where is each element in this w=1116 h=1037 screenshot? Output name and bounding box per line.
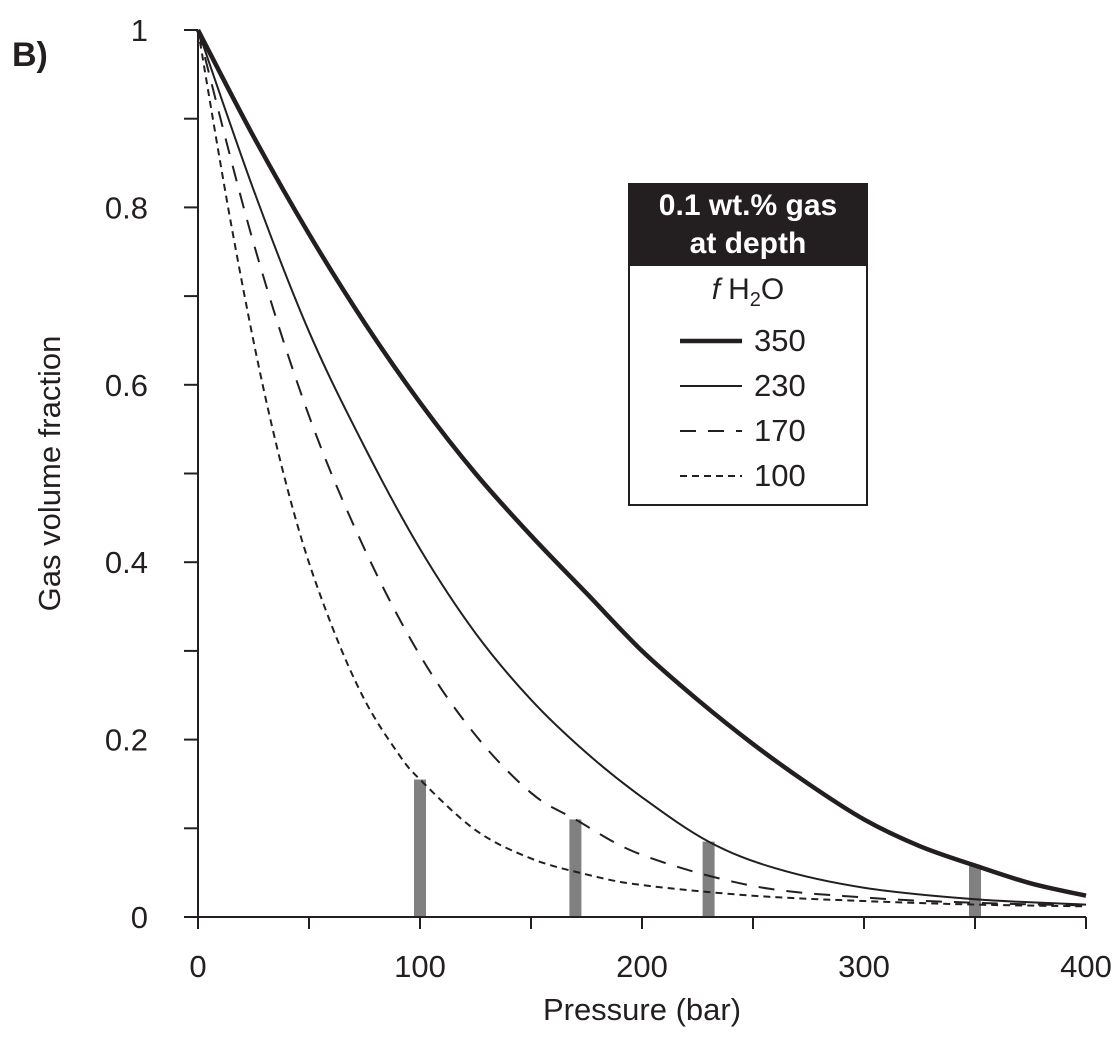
legend-body: f H2O 350 230 170 100 — [628, 266, 868, 506]
y-axis-label: Gas volume fraction — [32, 336, 67, 612]
legend: 0.1 wt.% gas at depth f H2O 350 230 170 1… — [628, 183, 868, 506]
marker-bar-170 — [569, 819, 582, 917]
legend-variable: f H2O — [630, 272, 866, 318]
marker-bar-100 — [414, 779, 426, 917]
x-tick-label-100: 100 — [394, 949, 446, 984]
legend-label-170: 170 — [754, 412, 806, 448]
legend-swatch-170 — [680, 429, 742, 432]
series-line-230 — [197, 29, 1087, 906]
x-tick-label-200: 200 — [616, 949, 668, 984]
panel-label: B) — [12, 36, 48, 74]
y-tick-label-0: 0 — [131, 900, 148, 935]
x-tick-label-0: 0 — [189, 949, 206, 984]
y-tick-label-0.4: 0.4 — [105, 545, 148, 580]
legend-variable-symbol: f — [711, 273, 721, 306]
legend-header: 0.1 wt.% gas at depth — [628, 183, 868, 266]
x-tick-label-300: 300 — [838, 949, 890, 984]
legend-label-100: 100 — [754, 457, 806, 493]
x-tick-label-400: 400 — [1060, 949, 1112, 984]
legend-variable-tail: O — [760, 273, 785, 306]
series-line-350 — [196, 28, 1087, 898]
legend-variable-sub: 2 — [749, 289, 761, 311]
legend-entry-230: 230 — [630, 363, 866, 408]
marker-bar-230 — [702, 841, 715, 917]
legend-label-350: 350 — [754, 322, 806, 358]
y-tick-label-0.8: 0.8 — [105, 190, 148, 225]
legend-header-line-1: 0.1 wt.% gas — [658, 189, 838, 222]
y-tick-label-0.6: 0.6 — [105, 368, 148, 403]
x-axis-label: Pressure (bar) — [543, 992, 741, 1027]
y-tick-label-1: 1 — [131, 13, 148, 48]
series-line-100 — [197, 29, 1087, 908]
legend-entry-350: 350 — [630, 318, 866, 363]
legend-swatch-230 — [680, 384, 742, 387]
y-tick-label-0.2: 0.2 — [105, 723, 148, 758]
legend-swatch-100 — [680, 474, 742, 477]
legend-entry-170: 170 — [630, 408, 866, 453]
marker-bar-350 — [969, 865, 981, 917]
legend-entry-100: 100 — [630, 453, 866, 498]
legend-header-line-2: at depth — [689, 227, 807, 260]
legend-label-230: 230 — [754, 367, 806, 403]
legend-variable-name: H — [728, 273, 750, 306]
legend-swatch-350 — [680, 338, 742, 343]
